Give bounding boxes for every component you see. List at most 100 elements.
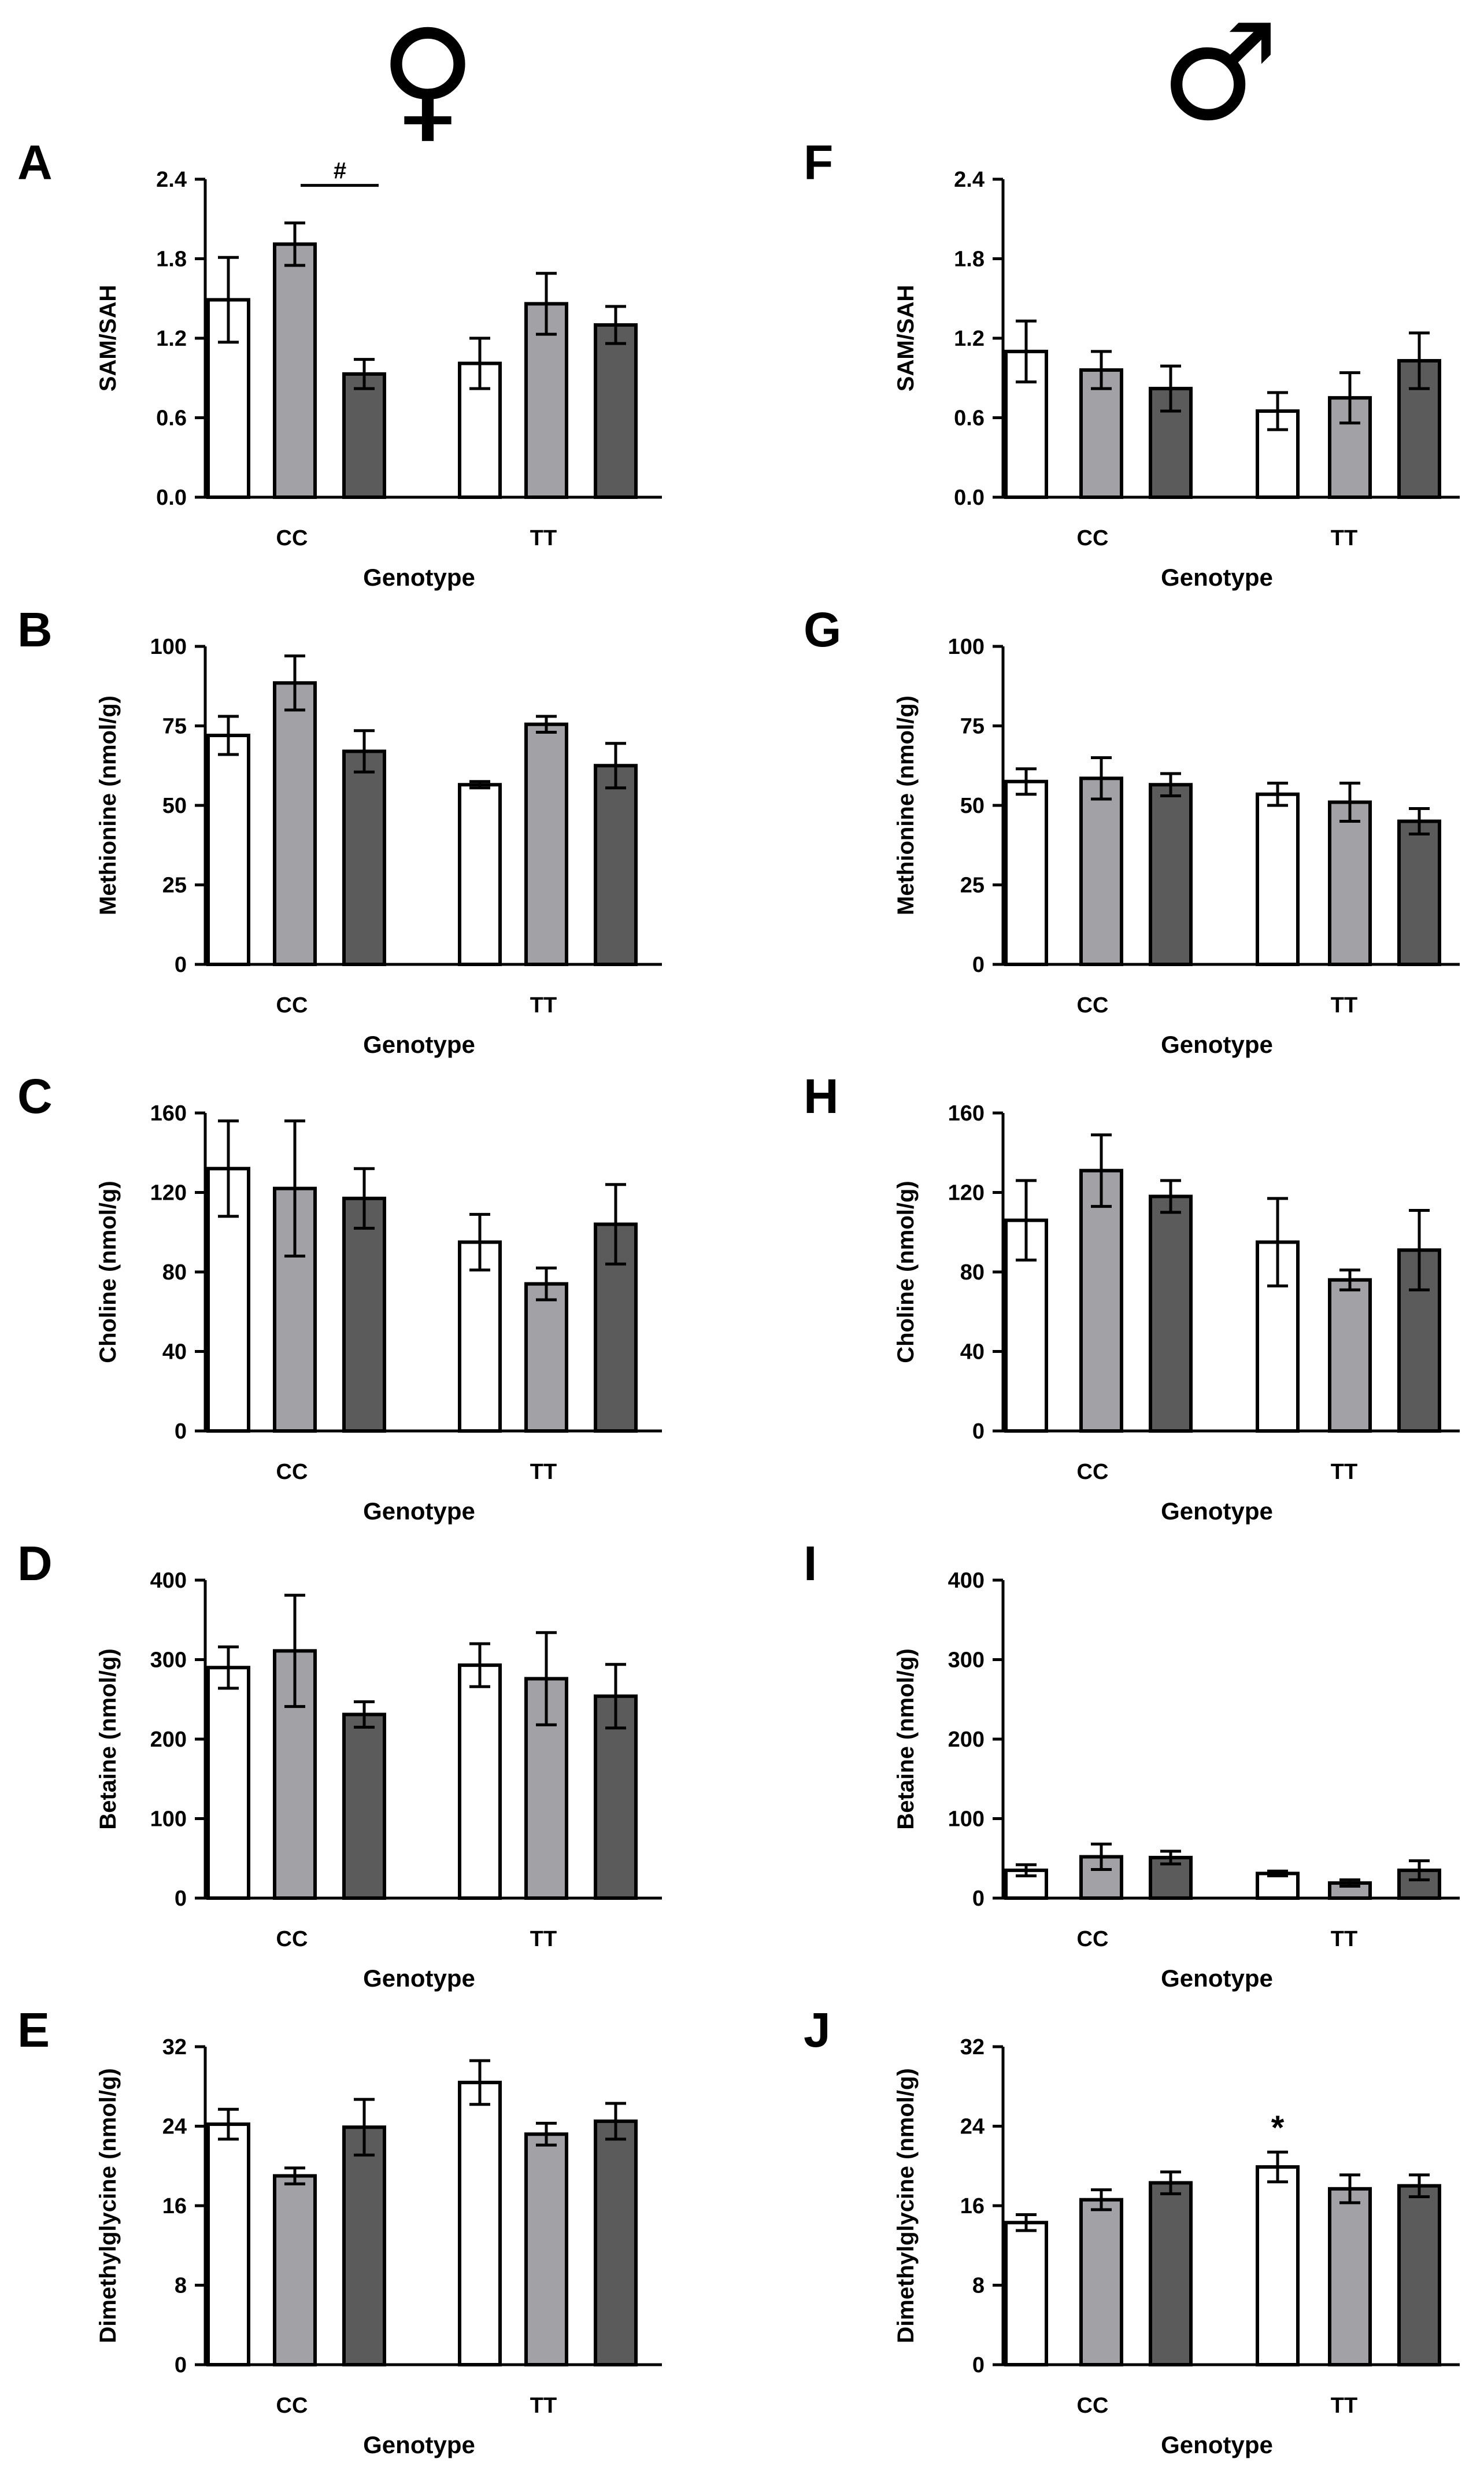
panel-j: J 0 8 16 24 32 Dimethylglycine (nmol/g) CC TT Gen…	[804, 2003, 1460, 2458]
y-tick-label: 300	[948, 1648, 985, 1673]
bar-cc-1	[206, 2122, 250, 2366]
y-tick-label: 25	[960, 874, 985, 898]
panel-h: H 0 40 80 120 160 Choline (nmol/g) CC TT Genotype	[804, 1069, 1460, 1525]
panel-a: A 0.0 0.6 1.2 1.8 2.4 SAM/SAH CC TT Genotype #	[17, 135, 662, 591]
y-tick-label: 2.4	[954, 168, 985, 192]
y-tick-label: 1.2	[954, 327, 985, 351]
panel-letter: E	[17, 2003, 50, 2057]
y-tick-label: 100	[150, 1807, 187, 1832]
y-axis-label: SAM/SAH	[893, 285, 919, 391]
panel-letter: F	[804, 135, 833, 190]
y-tick-label: 32	[960, 2035, 985, 2059]
y-tick-label: 40	[960, 1340, 985, 1364]
y-axis-label: Betaine (nmol/g)	[95, 1648, 121, 1829]
panel-letter: C	[17, 1069, 53, 1123]
bar-cc-2	[1079, 368, 1123, 499]
y-axis-label: SAM/SAH	[95, 285, 121, 391]
y-tick-label: 0.6	[954, 406, 985, 431]
panel-letter: B	[17, 602, 53, 657]
x-tick-label-cc: CC	[1077, 1927, 1109, 1951]
y-tick-label: 1.8	[156, 247, 187, 272]
panel-letter: J	[804, 2003, 831, 2057]
y-tick-label: 200	[948, 1728, 985, 1752]
x-tick-label-cc: CC	[276, 2394, 308, 2418]
panel-c: C 0 40 80 120 160 Choline (nmol/g) CC TT Genotype	[17, 1069, 662, 1525]
y-tick-label: 0	[175, 1887, 187, 1911]
x-tick-label-cc: CC	[1077, 2394, 1109, 2418]
panel-d: D 0 100 200 300 400 Betaine (nmol/g) CC TT Genoty…	[17, 1536, 662, 1992]
y-axis-label: Dimethylglycine (nmol/g)	[95, 2068, 121, 2343]
bar-tt-2	[1328, 800, 1372, 966]
y-tick-label: 80	[960, 1260, 985, 1285]
y-tick-label: 300	[150, 1648, 187, 1673]
y-tick-label: 40	[162, 1340, 187, 1364]
bar-tt-1	[1256, 792, 1300, 966]
significance-marker: *	[1271, 2109, 1285, 2147]
bar-cc-2	[1079, 2198, 1123, 2366]
y-tick-label: 0	[972, 953, 985, 977]
y-tick-label: 120	[948, 1181, 985, 1205]
bar-tt-2	[1328, 1278, 1372, 1433]
x-tick-label-cc: CC	[276, 993, 308, 1018]
bar-tt-1	[458, 1663, 502, 1900]
y-tick-label: 50	[162, 794, 187, 818]
bar-tt-2	[524, 1282, 568, 1433]
bar-cc-1	[206, 1666, 250, 1900]
y-tick-label: 100	[948, 635, 985, 659]
male-symbol: ♂	[1160, 0, 1279, 150]
x-tick-label-cc: CC	[1077, 993, 1109, 1018]
x-tick-label-tt: TT	[530, 1927, 557, 1951]
x-tick-label-tt: TT	[1331, 2394, 1357, 2418]
y-tick-label: 0	[175, 1419, 187, 1444]
bar-tt-3	[594, 323, 638, 499]
y-axis-label: Choline (nmol/g)	[893, 1181, 919, 1363]
significance-marker: #	[334, 158, 346, 184]
y-tick-label: 75	[162, 715, 187, 739]
bar-cc-1	[1004, 2221, 1048, 2366]
y-tick-label: 400	[150, 1569, 187, 1593]
bar-cc-2	[273, 681, 317, 966]
x-tick-label-tt: TT	[530, 993, 557, 1018]
y-tick-label: 0	[972, 2353, 985, 2377]
bar-tt-1	[1256, 2165, 1300, 2366]
bar-tt-3	[594, 2119, 638, 2366]
x-tick-label-tt: TT	[530, 526, 557, 550]
bar-cc-1	[1004, 779, 1048, 966]
y-axis-label: Dimethylglycine (nmol/g)	[893, 2068, 919, 2343]
x-axis-label: Genotype	[363, 564, 475, 591]
y-tick-label: 8	[972, 2274, 985, 2298]
female-symbol: ♀	[379, 2, 476, 156]
bar-cc-2	[273, 242, 317, 499]
bar-cc-3	[342, 372, 386, 499]
panel-letter: D	[17, 1536, 53, 1591]
bar-cc-1	[206, 734, 250, 966]
x-tick-label-cc: CC	[1077, 1460, 1109, 1484]
x-tick-label-cc: CC	[276, 1460, 308, 1484]
x-axis-label: Genotype	[363, 2431, 475, 2458]
x-axis-label: Genotype	[1161, 564, 1273, 591]
bar-tt-3	[1397, 1868, 1441, 1900]
bar-cc-2	[273, 2174, 317, 2366]
bar-cc-3	[1149, 1194, 1193, 1433]
bar-tt-2	[524, 2132, 568, 2366]
bar-tt-3	[1397, 2184, 1441, 2366]
x-tick-label-cc: CC	[276, 526, 308, 550]
y-tick-label: 75	[960, 715, 985, 739]
y-tick-label: 120	[150, 1181, 187, 1205]
y-tick-label: 160	[150, 1101, 187, 1126]
x-tick-label-cc: CC	[1077, 526, 1109, 550]
bar-tt-3	[594, 764, 638, 966]
y-tick-label: 0	[175, 953, 187, 977]
panel-letter: A	[17, 135, 53, 190]
y-tick-label: 8	[175, 2274, 187, 2298]
bar-tt-1	[458, 1240, 502, 1433]
bar-cc-3	[1149, 2181, 1193, 2366]
x-axis-label: Genotype	[1161, 1965, 1273, 1992]
bar-tt-2	[524, 722, 568, 966]
panel-g: G 0 25 50 75 100 Methionine (nmol/g) CC TT Genoty…	[804, 602, 1460, 1058]
y-axis-label: Methionine (nmol/g)	[893, 696, 919, 915]
panel-i: I 0 100 200 300 400 Betaine (nmol/g) CC TT Genoty…	[804, 1536, 1460, 1992]
x-tick-label-tt: TT	[530, 1460, 557, 1484]
y-tick-label: 24	[162, 2115, 187, 2139]
